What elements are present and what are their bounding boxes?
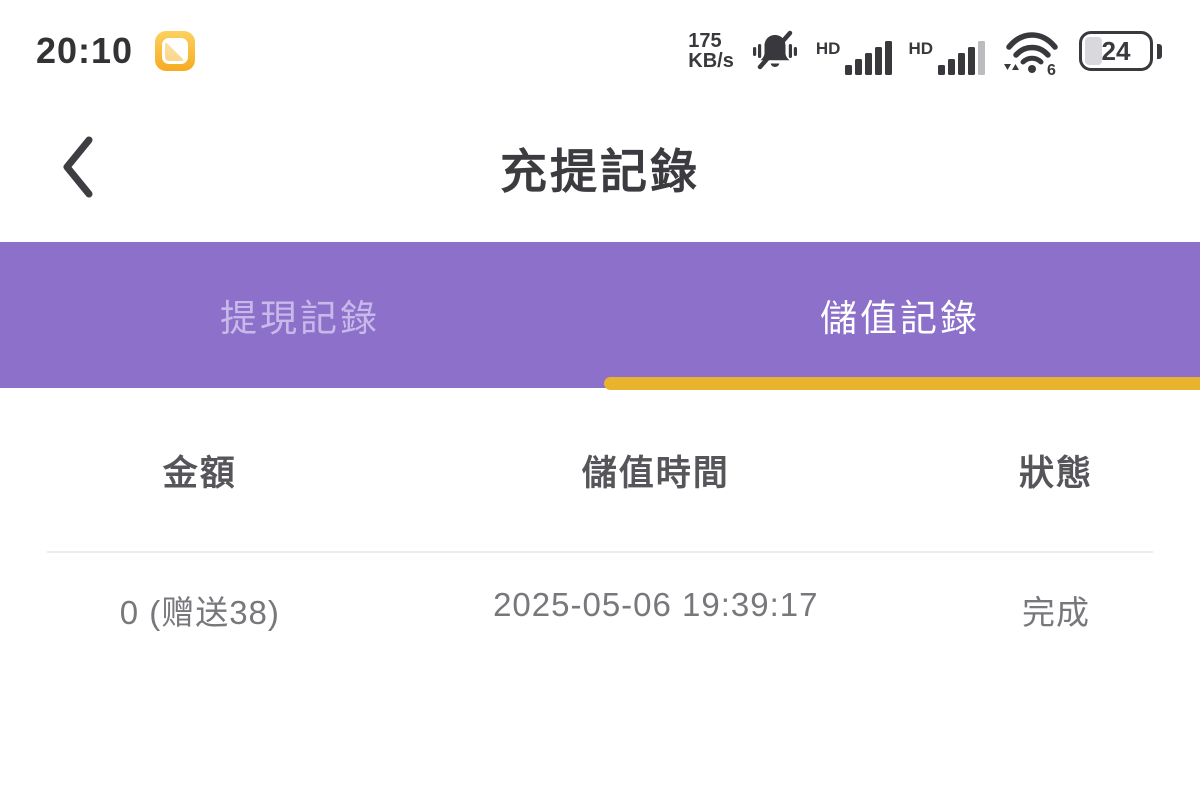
sim1-hd-badge: HD <box>815 39 841 58</box>
notes-app-icon <box>155 31 196 71</box>
wifi-icon: 6 <box>1004 32 1058 75</box>
records-table: 金額 儲值時間 狀態 0 (赠送38) 2025-05-06 19:39:17 … <box>0 445 1200 634</box>
table-header-row: 金額 儲值時間 狀態 <box>0 445 1200 496</box>
status-bar-right: 175 KB/s HD HD <box>688 27 1162 75</box>
column-header-deposit-time: 儲值時間 <box>581 454 730 493</box>
clock-label: 20:10 <box>36 30 134 71</box>
table-row: 0 (赠送38) 2025-05-06 19:39:17 完成 <box>0 586 1200 634</box>
battery-cap <box>1157 43 1162 59</box>
chevron-left-icon <box>63 136 93 198</box>
tab-deposit-records[interactable]: 儲值記錄 <box>820 298 980 339</box>
column-header-amount: 金額 <box>162 454 237 493</box>
sim2-signal-icon: HD <box>908 27 985 75</box>
cell-status: 完成 <box>1021 594 1090 631</box>
mute-bell-icon <box>752 30 797 70</box>
back-button[interactable] <box>56 129 112 205</box>
column-header-status: 狀態 <box>1018 454 1093 493</box>
cell-deposit-time: 2025-05-06 19:39:17 <box>493 586 819 623</box>
sim2-hd-badge: HD <box>908 39 933 58</box>
battery-fill <box>1085 37 1102 65</box>
notes-app-icon-glyph <box>162 38 189 64</box>
sim1-signal-icon: HD <box>816 27 893 75</box>
tab-withdrawal-records[interactable]: 提現記錄 <box>220 298 380 339</box>
status-bar: 20:10 175 KB/s HD HD <box>0 0 1200 92</box>
nav-header: 充提記錄 <box>0 92 1200 242</box>
network-speed-value: 175 <box>688 29 722 52</box>
battery-percent-label: 24 <box>1101 35 1131 66</box>
page-title: 充提記錄 <box>500 144 700 198</box>
status-bar-left: 20:10 <box>36 30 196 72</box>
wifi-generation-label: 6 <box>1047 62 1056 75</box>
battery-indicator: 24 <box>1079 31 1153 71</box>
active-tab-underline <box>603 377 1200 390</box>
header-divider <box>47 551 1153 553</box>
network-speed-indicator: 175 KB/s <box>688 29 734 72</box>
network-speed-unit: KB/s <box>688 50 734 72</box>
tab-bar: 提現記錄 儲值記錄 <box>0 242 1200 390</box>
cell-amount: 0 (赠送38) <box>119 594 280 631</box>
